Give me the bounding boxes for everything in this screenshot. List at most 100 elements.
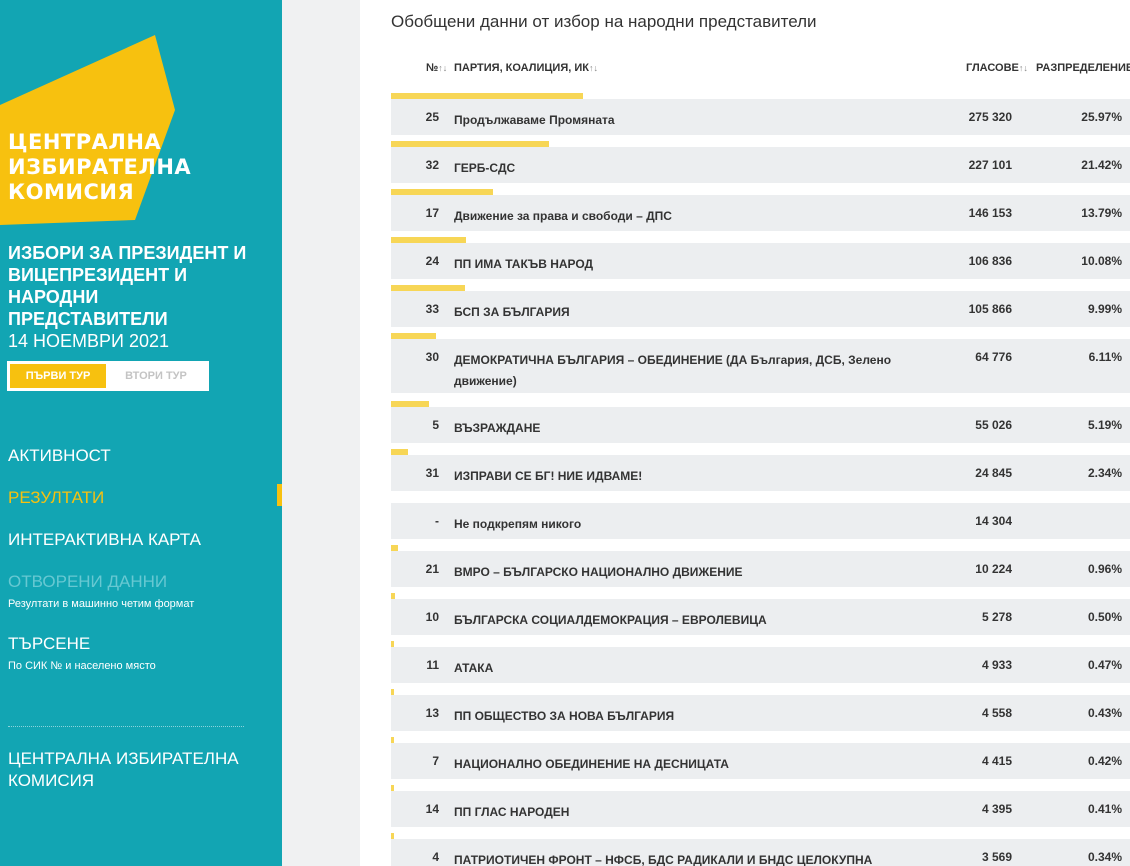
table-row[interactable]: 11 АТАКА 4 933 0.47%	[391, 641, 1130, 683]
vote-percentage: 9.99%	[1087, 302, 1122, 316]
vote-percentage: 0.34%	[1087, 850, 1122, 864]
nav-search-subtitle: По СИК № и населено място	[8, 660, 156, 672]
party-number: 13	[425, 706, 439, 720]
vote-percentage: 21.42%	[1081, 158, 1122, 172]
col-distribution-header[interactable]: РАЗПРЕДЕЛЕНИЕ↑	[1036, 62, 1130, 74]
vote-percentage: 0.43%	[1087, 706, 1122, 720]
distribution-bar	[391, 333, 436, 339]
party-number: 25	[425, 110, 439, 124]
party-number: 31	[425, 466, 439, 480]
col-number-header[interactable]: №↑↓	[426, 62, 447, 74]
votes-count: 24 845	[975, 466, 1012, 480]
party-name: ГЕРБ-СДС	[454, 161, 516, 175]
votes-count: 4 415	[981, 754, 1012, 768]
nav-activity[interactable]: АКТИВНОСТ	[8, 446, 111, 465]
votes-count: 146 153	[968, 206, 1012, 220]
nav-open-data[interactable]: ОТВОРЕНИ ДАННИ	[8, 572, 168, 591]
election-date: 14 НОЕМВРИ 2021	[8, 331, 170, 351]
party-name: ПАТРИОТИЧЕН ФРОНТ – НФСБ, БДС РАДИКАЛИ И…	[454, 853, 873, 866]
votes-count: 64 776	[975, 350, 1012, 364]
party-name: ВЪЗРАЖДАНЕ	[454, 421, 541, 435]
col-party-label: ПАРТИЯ, КОАЛИЦИЯ, ИК	[454, 62, 589, 74]
round-switch: ПЪРВИ ТУР ВТОРИ ТУР	[7, 361, 209, 391]
col-votes-header[interactable]: ГЛАСОВЕ↑↓	[966, 62, 1028, 74]
nav-search[interactable]: ТЪРСЕНЕ	[8, 634, 91, 653]
nav-results[interactable]: РЕЗУЛТАТИ	[8, 488, 105, 507]
vote-percentage: 0.47%	[1087, 658, 1122, 672]
votes-count: 55 026	[975, 418, 1012, 432]
nav-interactive-map[interactable]: ИНТЕРАКТИВНА КАРТА	[8, 530, 201, 549]
party-name: Движение за права и свободи – ДПС	[454, 209, 672, 223]
votes-count: 10 224	[975, 562, 1012, 576]
table-row[interactable]: 13 ПП ОБЩЕСТВО ЗА НОВА БЪЛГАРИЯ 4 558 0.43%	[391, 689, 1130, 731]
party-name: ИЗПРАВИ СЕ БГ! НИЕ ИДВАМЕ!	[454, 469, 643, 483]
distribution-bar	[391, 593, 395, 599]
vote-percentage: 13.79%	[1081, 206, 1122, 220]
distribution-bar	[391, 449, 408, 455]
table-row[interactable]: 17 Движение за права и свободи – ДПС 146 1…	[391, 189, 1130, 231]
cik-logo-text[interactable]: ЦЕНТРАЛНА ИЗБИРАТЕЛНА КОМИСИЯ	[8, 130, 191, 205]
col-number-label: №	[426, 62, 439, 74]
vote-percentage: 25.97%	[1081, 110, 1122, 124]
table-row[interactable]: - Не подкрепям никого 14 304	[391, 503, 1130, 539]
page-title: Обобщени данни от избор на народни предс…	[391, 12, 817, 31]
sidebar: ЦЕНТРАЛНА ИЗБИРАТЕЛНА КОМИСИЯ ИЗБОРИ ЗА …	[0, 0, 282, 866]
party-number: 10	[425, 610, 439, 624]
table-row[interactable]: 10 БЪЛГАРСКА СОЦИАЛДЕМОКРАЦИЯ – ЕВРОЛЕВИЦ…	[391, 593, 1130, 635]
gutter-strip	[282, 0, 360, 866]
party-name: НАЦИОНАЛНО ОБЕДИНЕНИЕ НА ДЕСНИЦАТА	[454, 757, 729, 771]
distribution-bar	[391, 189, 493, 195]
party-number: 33	[425, 302, 439, 316]
logo-line-2: ИЗБИРАТЕЛНА	[8, 155, 192, 179]
round-1-button[interactable]: ПЪРВИ ТУР	[10, 364, 106, 388]
votes-count: 4 558	[981, 706, 1012, 720]
table-row[interactable]: 33 БСП ЗА БЪЛГАРИЯ 105 866 9.99%	[391, 285, 1130, 327]
votes-count: 106 836	[968, 254, 1012, 268]
table-row[interactable]: 4 ПАТРИОТИЧЕН ФРОНТ – НФСБ, БДС РАДИКАЛИ …	[391, 833, 1130, 866]
col-party-header[interactable]: ПАРТИЯ, КОАЛИЦИЯ, ИК↑↓	[454, 62, 598, 74]
distribution-bar	[391, 141, 549, 147]
results-main: Обобщени данни от избор на народни предс…	[360, 0, 1130, 866]
logo-line-1: ЦЕНТРАЛНА	[8, 130, 162, 154]
active-nav-marker	[277, 484, 282, 506]
table-row[interactable]: 14 ПП ГЛАС НАРОДЕН 4 395 0.41%	[391, 785, 1130, 827]
table-row[interactable]: 7 НАЦИОНАЛНО ОБЕДИНЕНИЕ НА ДЕСНИЦАТА 4 415…	[391, 737, 1130, 779]
table-row[interactable]: 5 ВЪЗРАЖДАНЕ 55 026 5.19%	[391, 401, 1130, 443]
votes-count: 3 569	[981, 850, 1012, 864]
party-name: АТАКА	[454, 661, 494, 675]
distribution-bar	[391, 285, 465, 291]
vote-percentage: 0.42%	[1087, 754, 1122, 768]
votes-count: 4 933	[981, 658, 1012, 672]
party-number: 11	[426, 658, 439, 672]
distribution-bar	[391, 401, 429, 407]
vote-percentage: 5.19%	[1087, 418, 1122, 432]
party-name: Продължаваме Промяната	[454, 113, 615, 127]
vote-percentage: 6.11%	[1088, 350, 1122, 364]
table-row[interactable]: 24 ПП ИМА ТАКЪВ НАРОД 106 836 10.08%	[391, 237, 1130, 279]
party-number: 24	[425, 254, 439, 268]
distribution-bar	[391, 785, 394, 791]
election-title: ИЗБОРИ ЗА ПРЕЗИДЕНТ И ВИЦЕПРЕЗИДЕНТ И НА…	[8, 243, 247, 329]
table-row[interactable]: 21 ВМРО – БЪЛГАРСКО НАЦИОНАЛНО ДВИЖЕНИЕ 10…	[391, 545, 1130, 587]
table-row[interactable]: 30 ДЕМОКРАТИЧНА БЪЛГАРИЯ – ОБЕДИНЕНИЕ (ДА…	[391, 333, 1130, 393]
cik-footer-link[interactable]: ЦЕНТРАЛНА ИЗБИРАТЕЛНА КОМИСИЯ	[8, 749, 239, 790]
party-name: ДЕМОКРАТИЧНА БЪЛГАРИЯ – ОБЕДИНЕНИЕ (ДА Б…	[454, 353, 892, 388]
party-name: ПП ОБЩЕСТВО ЗА НОВА БЪЛГАРИЯ	[454, 709, 675, 723]
party-number: 30	[425, 350, 439, 364]
votes-count: 14 304	[975, 514, 1012, 528]
votes-count: 227 101	[968, 158, 1012, 172]
col-votes-label: ГЛАСОВЕ	[966, 62, 1019, 74]
table-row[interactable]: 32 ГЕРБ-СДС 227 101 21.42%	[391, 141, 1130, 183]
party-number: 17	[425, 206, 439, 220]
votes-count: 5 278	[981, 610, 1012, 624]
vote-percentage: 0.41%	[1087, 802, 1122, 816]
votes-count: 4 395	[981, 802, 1012, 816]
table-row[interactable]: 31 ИЗПРАВИ СЕ БГ! НИЕ ИДВАМЕ! 24 845 2.34%	[391, 449, 1130, 491]
table-row[interactable]: 25 Продължаваме Промяната 275 320 25.97%	[391, 93, 1130, 135]
distribution-bar	[391, 641, 394, 647]
party-number: 4	[432, 850, 439, 864]
distribution-bar	[391, 689, 394, 695]
round-2-button[interactable]: ВТОРИ ТУР	[125, 370, 187, 382]
distribution-bar	[391, 237, 466, 243]
party-name: БСП ЗА БЪЛГАРИЯ	[454, 305, 570, 319]
